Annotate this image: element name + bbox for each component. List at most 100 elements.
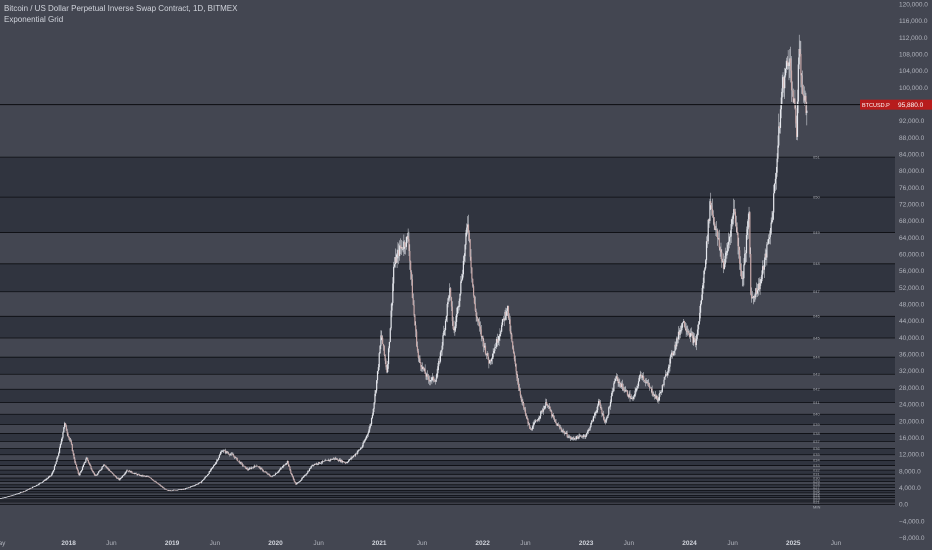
candle-body xyxy=(316,463,318,465)
candle-body xyxy=(309,468,311,469)
candle-body xyxy=(644,380,646,383)
candle-body xyxy=(117,478,119,479)
indicator-label[interactable]: Exponential Grid xyxy=(4,15,64,24)
price-badge: BTCUSD.P 95,880.0 xyxy=(860,99,932,110)
candle-body xyxy=(105,466,107,468)
candle-body xyxy=(575,436,578,440)
candle-body xyxy=(694,337,696,340)
candle-body xyxy=(570,438,572,440)
candle-body xyxy=(7,496,9,498)
candle-body xyxy=(705,241,708,261)
candle-body xyxy=(122,475,124,476)
candle-body xyxy=(382,337,384,345)
candle-body xyxy=(565,432,567,434)
x-tick-label: 2025 xyxy=(786,540,801,547)
candle-body xyxy=(425,373,427,377)
candle-body xyxy=(239,461,241,464)
candle-body xyxy=(484,345,487,354)
candle-body xyxy=(714,224,716,230)
y-tick-label: 36,000.0 xyxy=(899,352,925,359)
candle-body xyxy=(121,477,123,478)
candle-body xyxy=(204,477,206,479)
candle-body xyxy=(245,468,248,469)
candle-body xyxy=(557,424,559,426)
candle-body xyxy=(535,420,538,422)
candle-body xyxy=(399,245,402,249)
x-axis[interactable]: May 2018 Jun 2019 Jun 2020 Jun 2021 Jun 2022 Jun 20… xyxy=(0,540,842,547)
candle-body xyxy=(654,394,656,397)
candle-body xyxy=(459,293,461,301)
candle-body xyxy=(213,464,215,466)
grid-level-label: 032 xyxy=(813,468,820,473)
candle-body xyxy=(77,470,79,474)
candle-body xyxy=(12,495,14,496)
candle-body xyxy=(495,339,498,347)
candle-body xyxy=(564,433,566,435)
candle-body xyxy=(806,110,808,113)
y-tick-label: 92,000.0 xyxy=(899,118,925,125)
candle-body xyxy=(669,358,671,367)
candle-body xyxy=(469,239,471,257)
candle-body xyxy=(699,303,702,313)
candle-body xyxy=(638,376,640,382)
y-axis[interactable]: 120,000.0 116,000.0 112,000.0 108,000.0 104,… xyxy=(899,1,928,542)
candle-body xyxy=(637,386,639,388)
candle-body xyxy=(253,465,255,468)
candle-body xyxy=(62,432,64,438)
candle-body xyxy=(397,250,399,255)
grid-band xyxy=(0,433,895,442)
candle-body xyxy=(468,232,470,240)
candle-body xyxy=(339,459,341,462)
candle-body xyxy=(737,232,739,247)
grid-level-label: 023 xyxy=(813,495,820,500)
candle-body xyxy=(411,279,413,298)
candle-body xyxy=(65,425,67,431)
candle-body xyxy=(472,278,474,287)
candle-body xyxy=(136,473,138,475)
candle-body xyxy=(393,266,395,284)
candle-body xyxy=(106,467,108,468)
candle-body xyxy=(322,461,324,462)
x-tick-label: 2018 xyxy=(61,540,76,547)
y-tick-label: 100,000.0 xyxy=(899,85,928,92)
candle-body xyxy=(315,463,317,465)
candle-body xyxy=(311,465,313,467)
candle-body xyxy=(630,398,632,399)
candle-body xyxy=(232,454,234,456)
chart-title: Bitcoin / US Dollar Perpetual Inverse Sw… xyxy=(4,4,238,13)
candle-body xyxy=(576,436,578,438)
candle-body xyxy=(376,380,378,391)
candle-body xyxy=(586,431,589,434)
grid-level-label: 043 xyxy=(813,372,820,377)
candle-body xyxy=(214,463,216,465)
candle-body xyxy=(289,466,291,471)
candle-body xyxy=(7,496,10,497)
candle-body xyxy=(92,472,95,473)
candle-body xyxy=(434,381,436,382)
grid-level-label: MIN xyxy=(813,504,820,509)
candle-body xyxy=(356,452,358,454)
candle-body xyxy=(668,366,670,369)
candle-body xyxy=(444,320,447,330)
x-tick-label: 2019 xyxy=(165,540,180,547)
candle-body xyxy=(320,462,323,464)
candle-body xyxy=(542,409,544,412)
candle-body xyxy=(222,451,224,452)
candle-body xyxy=(268,474,271,476)
candle-body xyxy=(69,438,71,441)
candle-body xyxy=(266,472,268,474)
candle-body xyxy=(712,214,714,218)
candle-body xyxy=(711,208,714,215)
candle-body xyxy=(86,457,88,460)
candle-body xyxy=(404,241,406,247)
candle-body xyxy=(546,404,549,407)
candle-body xyxy=(352,456,354,458)
candle-body xyxy=(545,402,547,406)
candle-body xyxy=(391,302,393,311)
candle-body xyxy=(427,376,430,380)
candle-body xyxy=(551,411,553,417)
candle-body xyxy=(713,217,715,225)
candle-body xyxy=(319,463,322,464)
candle-body xyxy=(36,484,39,486)
